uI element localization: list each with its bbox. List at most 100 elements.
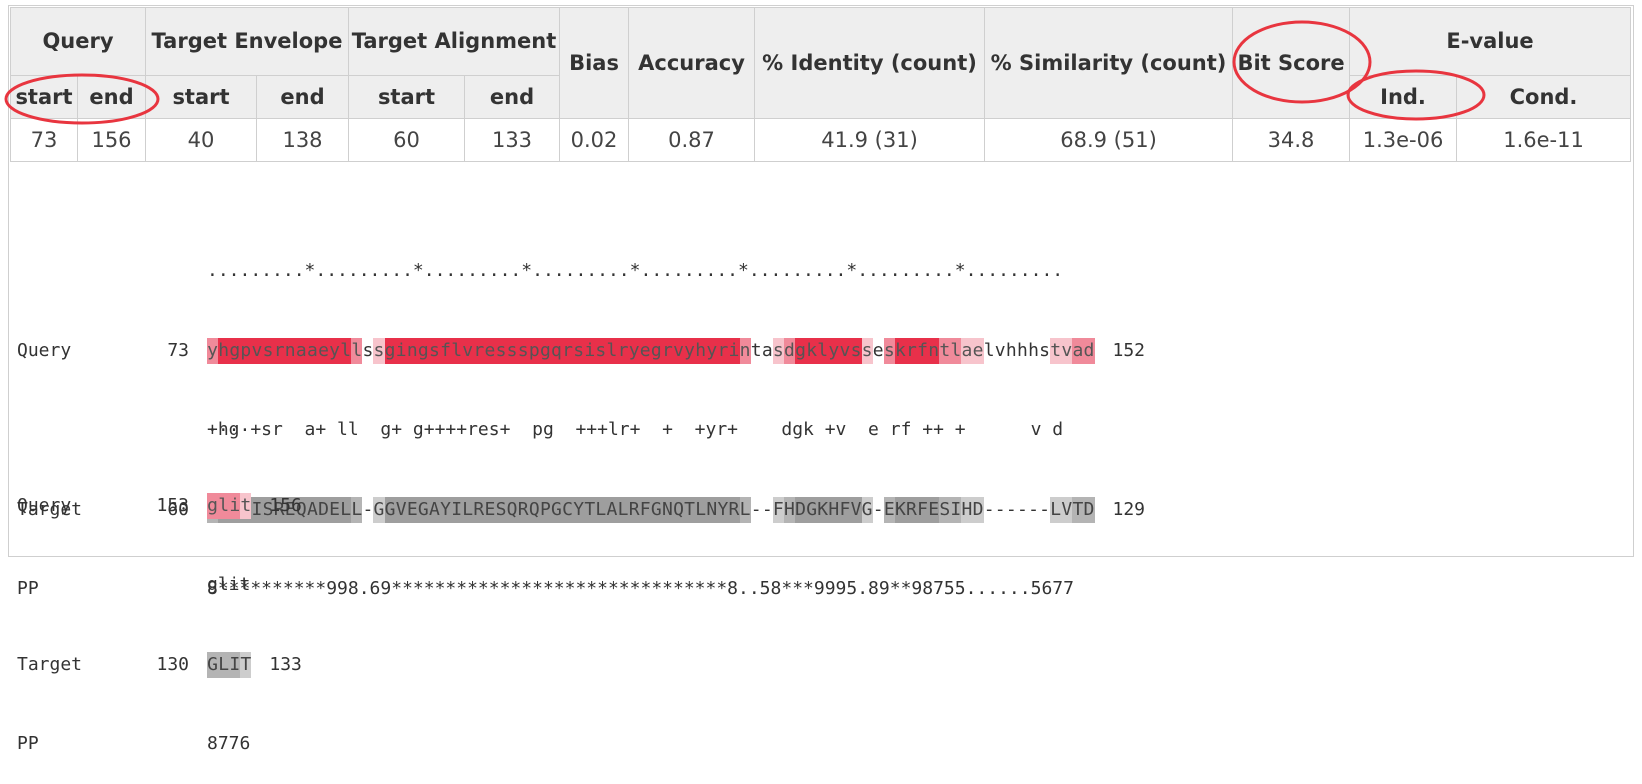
evalue-ind-cell: 1.3e-06 <box>1349 118 1458 162</box>
residue: T <box>240 651 252 678</box>
residue: H <box>961 496 973 523</box>
residue: i <box>728 337 740 364</box>
residue: s <box>517 337 529 364</box>
residue: l <box>351 337 363 364</box>
residue: s <box>373 337 385 364</box>
residue: F <box>839 496 851 523</box>
col-query-end: end <box>77 75 146 119</box>
residue: V <box>850 496 862 523</box>
residue: a <box>306 337 318 364</box>
target-start: 60 <box>167 498 189 520</box>
residue: L <box>1050 496 1062 523</box>
env-start-cell: 40 <box>145 118 257 162</box>
residue: k <box>806 337 818 364</box>
residue: A <box>428 496 440 523</box>
target-label: Target <box>17 498 83 520</box>
col-bias: Bias <box>559 7 630 119</box>
target-label: Target <box>17 653 83 675</box>
col-similarity: % Similarity (count) <box>984 7 1234 119</box>
residue: - <box>362 498 374 520</box>
residue: h <box>1016 339 1028 361</box>
residue: d <box>1083 337 1095 364</box>
residue: g <box>417 337 429 364</box>
residue: G <box>550 496 562 523</box>
target-sequence: GLIT <box>207 651 252 678</box>
residue: - <box>1028 498 1039 520</box>
residue: - <box>761 498 773 520</box>
residue: t <box>750 339 762 361</box>
residue: r <box>661 337 673 364</box>
residue: g <box>794 337 807 364</box>
residue: G <box>373 496 385 523</box>
residue: r <box>905 337 917 364</box>
residue: t <box>1050 337 1062 364</box>
residue: T <box>684 496 696 523</box>
aln-start-cell: 60 <box>348 118 465 162</box>
residue: l <box>340 337 352 364</box>
col-bit-score: Bit Score <box>1232 7 1351 119</box>
residue: v <box>462 337 474 364</box>
residue: s <box>595 337 607 364</box>
posterior-probability: 8776 <box>207 733 251 754</box>
residue: k <box>894 337 906 364</box>
residue: G <box>384 496 396 523</box>
target-start: 130 <box>156 653 189 675</box>
residue: v <box>839 337 851 364</box>
residue: Q <box>506 496 518 523</box>
residue: i <box>584 337 596 364</box>
residue: h <box>218 337 230 364</box>
residue: t <box>240 492 252 519</box>
residue: Y <box>573 496 585 523</box>
residue: y <box>628 337 640 364</box>
residue: - <box>750 498 762 520</box>
residue: l <box>218 492 230 519</box>
residue: F <box>772 496 784 523</box>
residue: i <box>229 492 241 519</box>
residue: H <box>828 496 840 523</box>
col-evalue: E-value <box>1349 7 1632 76</box>
col-env-start: start <box>145 75 257 119</box>
residue: D <box>972 496 984 523</box>
residue: G <box>207 651 219 678</box>
residue: L <box>595 496 607 523</box>
similarity-cell: 68.9 (51) <box>984 118 1234 162</box>
residue: n <box>284 337 296 364</box>
residue: I <box>229 651 241 678</box>
residue: y <box>684 337 696 364</box>
residue: s <box>362 339 374 361</box>
identity-cell: 41.9 (31) <box>754 118 986 162</box>
residue: v <box>672 337 685 364</box>
col-accuracy: Accuracy <box>628 7 756 119</box>
residue: e <box>639 337 651 364</box>
residue: - <box>983 498 995 520</box>
match-line: +hg +sr a+ ll g+ g++++res+ pg +++lr+ + +… <box>207 419 1064 440</box>
residue: r <box>273 337 285 364</box>
residue: G <box>417 496 429 523</box>
query-end: 156 <box>269 494 302 516</box>
query-sequence: glit <box>207 492 252 519</box>
residue: i <box>395 337 407 364</box>
residue: Y <box>439 496 452 523</box>
residue: a <box>961 337 973 364</box>
residue: y <box>329 337 341 364</box>
pp-label: PP <box>17 733 39 754</box>
bit-score-cell: 34.8 <box>1232 118 1351 162</box>
residue: v <box>251 337 263 364</box>
domain-hits-table: Query Target Envelope Target Alignment B… <box>10 7 1632 162</box>
residue: - <box>1016 498 1028 520</box>
env-end-cell: 138 <box>256 118 349 162</box>
aln-end-cell: 133 <box>463 118 561 162</box>
residue: s <box>772 337 784 364</box>
residue: r <box>717 337 729 364</box>
residue: F <box>917 496 929 523</box>
residue: S <box>262 496 274 523</box>
residue: G <box>650 496 662 523</box>
col-identity: % Identity (count) <box>754 7 986 119</box>
match-line: glit <box>207 574 251 595</box>
residue: E <box>284 496 296 523</box>
residue: s <box>262 337 274 364</box>
residue: R <box>517 496 529 523</box>
residue: r <box>473 337 485 364</box>
residue: t <box>939 337 951 364</box>
target-sequence: FHGIISREQADELL-GGVEGAYILRESQRQPGCYTLALRF… <box>207 496 1095 523</box>
